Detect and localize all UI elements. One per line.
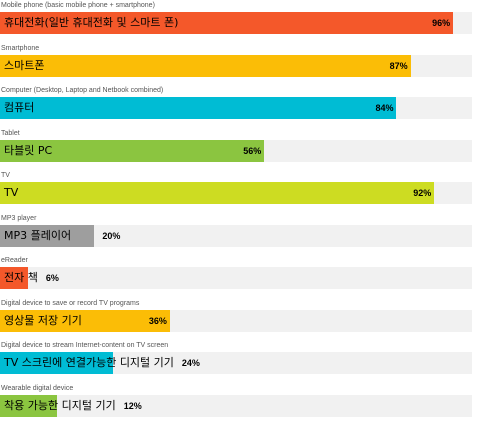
value-label: 6% [45, 273, 59, 283]
bar-track: 휴대전화(일반 휴대전화 및 스마트 폰) 96% [0, 12, 472, 34]
category-caption: Wearable digital device [1, 384, 74, 392]
bar-label: 스마트폰 [4, 58, 45, 72]
bar-label: 영상물 저장 기기 [4, 313, 82, 327]
category-caption: Tablet [1, 129, 20, 137]
bar-track: 스마트폰 87% [0, 54, 472, 77]
bar [0, 352, 114, 374]
bar-label: 타블릿 PC [4, 143, 53, 157]
category-caption: eReader [1, 257, 28, 264]
bar [0, 54, 411, 77]
value-label: 56% [243, 145, 262, 156]
bar [0, 309, 170, 332]
value-label: 92% [413, 188, 432, 198]
bar [0, 267, 29, 289]
bar-track: 전자 책 6% [0, 267, 472, 289]
bar-label: TV [4, 186, 19, 199]
bar-label: 착용 가능한 디지털 기기 [4, 398, 116, 412]
bar [0, 182, 435, 204]
category-caption: Computer (Desktop, Laptop and Netbook co… [1, 87, 164, 94]
bar-label: MP3 플레이어 [4, 228, 72, 242]
bar-label: 컴퓨터 [4, 101, 35, 114]
value-label: 36% [148, 315, 167, 326]
bar-track: TV 스크린에 연결가능한 디지털 기기 24% [0, 352, 472, 374]
bar [0, 139, 265, 162]
bar-track: 착용 가능한 디지털 기기 12% [0, 394, 472, 417]
bar-track: 영상물 저장 기기 36% [0, 309, 472, 332]
category-caption: Smartphone [1, 44, 40, 52]
bar [0, 394, 57, 417]
value-label: 12% [123, 400, 142, 411]
category-caption: Digital device to stream Internet-conten… [1, 342, 169, 349]
value-label: 87% [389, 60, 408, 71]
bar-track: MP3 플레이어 20% [0, 224, 472, 247]
bar-track: 컴퓨터 84% [0, 97, 472, 119]
category-caption: TV [1, 172, 10, 179]
bar-label: 전자 책 [4, 271, 38, 284]
value-label: 84% [375, 103, 394, 113]
value-label: 20% [102, 230, 121, 241]
bar-label: TV 스크린에 연결가능한 디지털 기기 [4, 356, 174, 369]
category-caption: Mobile phone (basic mobile phone + smart… [1, 2, 155, 9]
category-caption: Digital device to save or record TV prog… [1, 299, 140, 307]
bar [0, 224, 95, 247]
bar [0, 12, 454, 34]
bar-track: TV 92% [0, 182, 472, 204]
bar-label: 휴대전화(일반 휴대전화 및 스마트 폰) [4, 16, 179, 29]
value-label: 24% [181, 358, 200, 368]
bar [0, 97, 397, 119]
bar-track: 타블릿 PC 56% [0, 139, 472, 162]
value-label: 96% [432, 18, 451, 28]
category-caption: MP3 player [1, 214, 37, 222]
